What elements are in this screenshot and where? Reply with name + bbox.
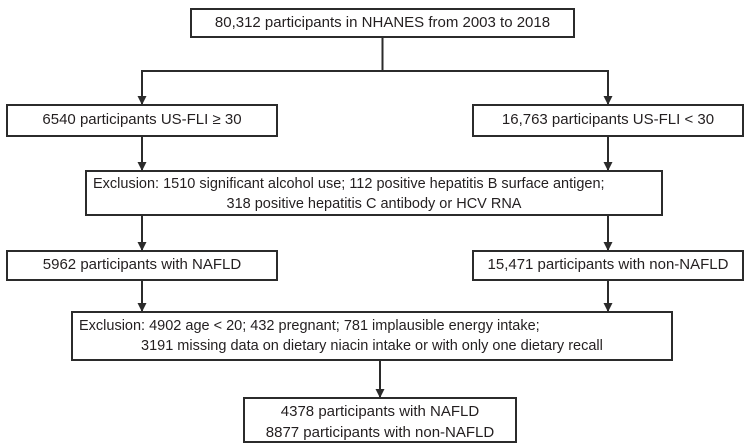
flow-box-usfli-lt-30: 16,763 participants US-FLI < 30: [472, 104, 744, 137]
flow-box-final-sample: 4378 participants with NAFLD 8877 partic…: [243, 397, 517, 443]
flow-box-total-participants-label: 80,312 participants in NHANES from 2003 …: [214, 13, 551, 31]
final-sample-line-1: 4378 participants with NAFLD: [280, 403, 480, 420]
exclusion-2-line-2: 3191 missing data on dietary niacin inta…: [141, 338, 603, 354]
flow-box-usfli-lt-30-label: 16,763 participants US-FLI < 30: [501, 111, 715, 129]
flow-box-nafld-label: 5962 participants with NAFLD: [42, 256, 242, 274]
flow-box-exclusion-2: Exclusion: 4902 age < 20; 432 pregnant; …: [71, 311, 673, 361]
connector-top-drop: [141, 38, 609, 72]
exclusion-1-line-1: Exclusion: 1510 significant alcohol use;…: [93, 176, 605, 192]
final-sample-line-2: 8877 participants with non-NAFLD: [265, 424, 495, 441]
flow-box-usfli-ge-30-label: 6540 participants US-FLI ≥ 30: [42, 111, 242, 129]
flow-box-non-nafld: 15,471 participants with non-NAFLD: [472, 250, 744, 281]
flow-box-usfli-ge-30: 6540 participants US-FLI ≥ 30: [6, 104, 278, 137]
exclusion-2-line-1: Exclusion: 4902 age < 20; 432 pregnant; …: [79, 318, 540, 334]
flow-box-exclusion-1: Exclusion: 1510 significant alcohol use;…: [85, 170, 663, 216]
flow-box-non-nafld-label: 15,471 participants with non-NAFLD: [487, 256, 729, 274]
exclusion-1-line-2: 318 positive hepatitis C antibody or HCV…: [226, 196, 522, 212]
flow-box-total-participants: 80,312 participants in NHANES from 2003 …: [190, 8, 575, 38]
flow-box-nafld: 5962 participants with NAFLD: [6, 250, 278, 281]
